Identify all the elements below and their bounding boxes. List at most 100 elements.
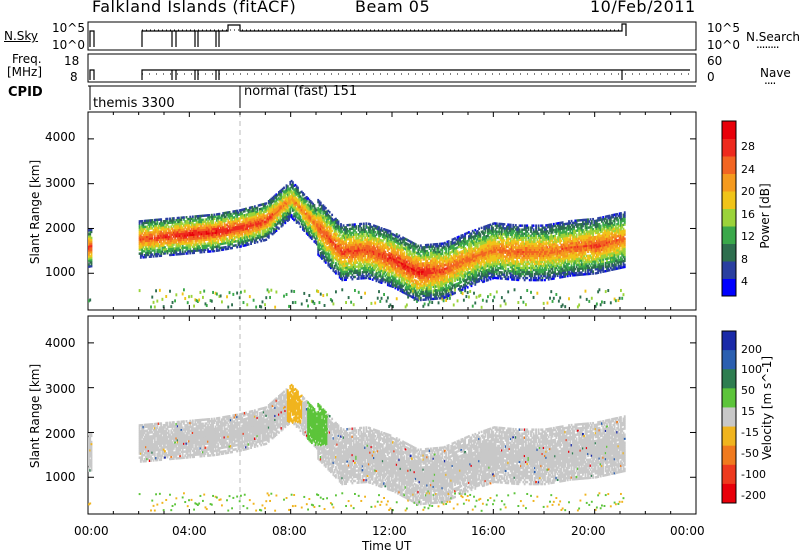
power-cell bbox=[222, 236, 225, 239]
power-cell bbox=[278, 211, 280, 214]
power-cell bbox=[170, 241, 173, 244]
power-cell bbox=[139, 240, 142, 243]
power-cell bbox=[184, 240, 187, 243]
power-cell bbox=[198, 249, 201, 252]
power-cell bbox=[300, 200, 303, 204]
power-cell bbox=[145, 251, 147, 255]
power-cell bbox=[196, 215, 199, 218]
power-cell bbox=[262, 229, 265, 232]
power-cell bbox=[232, 216, 235, 219]
power-cell bbox=[237, 223, 240, 226]
power-cell bbox=[146, 229, 149, 233]
power-cell bbox=[172, 221, 175, 224]
power-cell bbox=[210, 215, 213, 219]
nsky-tick-top: 10^5 bbox=[52, 21, 85, 35]
power-cell bbox=[224, 227, 227, 231]
power-cell bbox=[212, 290, 214, 294]
power-cell bbox=[213, 237, 216, 241]
power-cell bbox=[156, 299, 159, 303]
power-cell bbox=[221, 240, 223, 243]
power-cell bbox=[174, 227, 176, 230]
power-cell bbox=[285, 210, 288, 213]
power-cell bbox=[279, 220, 282, 223]
power-cell bbox=[169, 245, 171, 249]
power-cell bbox=[170, 237, 173, 240]
power-cell bbox=[272, 209, 275, 213]
power-cell bbox=[204, 232, 207, 235]
power-cell bbox=[266, 219, 269, 222]
power-cell bbox=[303, 193, 306, 196]
power-cell bbox=[224, 245, 227, 249]
power-cell bbox=[199, 251, 202, 254]
power-cell bbox=[141, 250, 144, 253]
power-cell bbox=[171, 249, 174, 252]
power-cell bbox=[234, 219, 237, 223]
power-cell bbox=[310, 221, 313, 224]
power-cell bbox=[217, 213, 220, 216]
power-cell bbox=[195, 249, 198, 252]
power-cell bbox=[247, 239, 250, 242]
power-cell bbox=[259, 214, 261, 217]
power-cell bbox=[183, 242, 185, 245]
power-cell bbox=[229, 224, 232, 228]
power-cell bbox=[169, 229, 171, 233]
power-cell bbox=[233, 220, 236, 223]
power-cell bbox=[293, 208, 296, 212]
power-cell bbox=[194, 241, 197, 244]
power-cell bbox=[148, 249, 151, 252]
power-cell bbox=[147, 227, 150, 230]
power-cell bbox=[398, 234, 401, 237]
power-cell bbox=[158, 234, 161, 237]
power-cell bbox=[269, 213, 271, 216]
power-cell bbox=[245, 225, 247, 229]
power-cell bbox=[261, 207, 264, 210]
power-cell bbox=[242, 242, 245, 245]
power-cell bbox=[142, 237, 145, 241]
power-cell bbox=[259, 230, 261, 233]
power-cell bbox=[245, 213, 247, 217]
power-cell bbox=[291, 209, 294, 212]
power-cell bbox=[265, 224, 268, 227]
power-cell bbox=[210, 244, 213, 247]
power-cell bbox=[223, 213, 226, 217]
power-cell bbox=[153, 249, 156, 252]
power-cell bbox=[223, 223, 226, 227]
power-cell bbox=[302, 198, 304, 201]
power-cell bbox=[355, 225, 358, 228]
power-cell bbox=[257, 204, 260, 207]
power-cell bbox=[170, 225, 173, 228]
power-cell bbox=[181, 226, 184, 229]
power-cell bbox=[194, 217, 197, 220]
power-cell bbox=[155, 224, 157, 228]
power-cell bbox=[284, 191, 287, 194]
power-cell bbox=[276, 220, 279, 223]
power-cell bbox=[218, 234, 221, 238]
power-cell bbox=[247, 229, 250, 232]
power-cell bbox=[160, 252, 163, 255]
power-cell bbox=[293, 290, 296, 294]
power-cell bbox=[255, 231, 258, 234]
power-cell bbox=[288, 202, 290, 205]
power-cell bbox=[204, 246, 207, 250]
power-cell bbox=[175, 225, 178, 228]
power-cell bbox=[172, 241, 175, 244]
power-cell bbox=[228, 221, 231, 224]
power-cell bbox=[243, 232, 246, 235]
freq-label-1: Freq. bbox=[12, 52, 42, 66]
power-cell bbox=[234, 240, 237, 243]
power-cell bbox=[295, 187, 298, 190]
power-cell bbox=[148, 237, 151, 240]
power-cell bbox=[213, 239, 216, 243]
power-cell bbox=[188, 295, 190, 299]
power-cell bbox=[302, 202, 304, 205]
power-cell bbox=[191, 225, 194, 228]
cpid-mode-1: normal (fast) 151 bbox=[244, 84, 358, 99]
power-cell bbox=[245, 229, 247, 233]
power-cell bbox=[142, 221, 145, 225]
power-cell bbox=[186, 242, 189, 245]
power-cell bbox=[302, 200, 304, 203]
power-cell bbox=[193, 225, 195, 228]
power-cell bbox=[186, 234, 189, 237]
power-cell bbox=[205, 238, 208, 241]
power-cell bbox=[151, 233, 154, 236]
